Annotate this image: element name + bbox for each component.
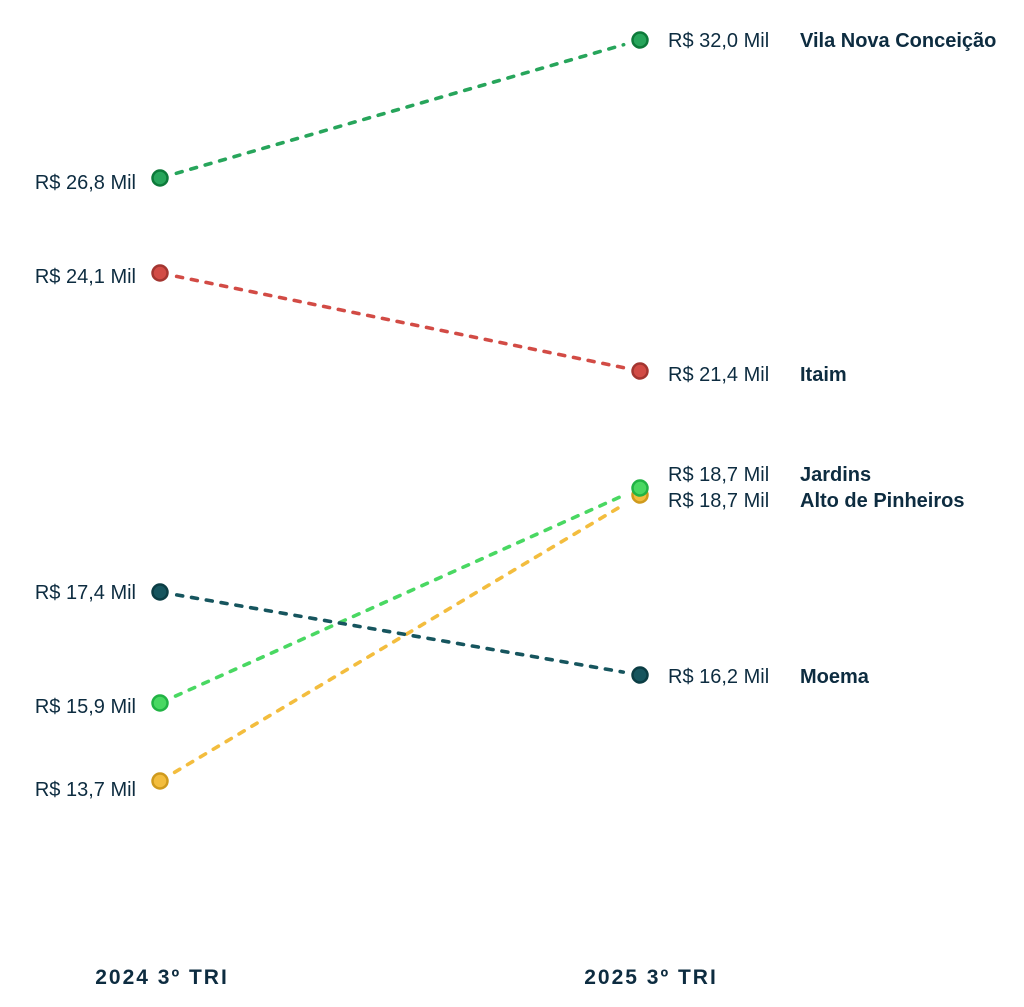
end-dot-jardins [631,479,649,497]
series-name-moema: Moema [800,666,870,688]
start-dot-jardins [151,694,169,712]
slope-line-moema [174,593,626,674]
value-label-right-jardins: R$ 18,7 Mil [668,464,769,486]
slope-line-jardins [173,493,627,698]
end-dot-vila-nova-conceicao [631,31,649,49]
value-label-left-alto-de-pinheiros: R$ 13,7 Mil [35,779,136,801]
end-dot-itaim [631,362,649,380]
value-label-right-alto-de-pinheiros: R$ 18,7 Mil [668,490,769,512]
slope-line-alto-de-pinheiros [172,501,628,775]
x-axis-label-period-2024: 2024 3º TRI [95,966,229,989]
start-dot-moema [151,583,169,601]
start-dot-itaim [151,264,169,282]
slope-line-itaim [174,274,626,370]
value-label-left-jardins: R$ 15,9 Mil [35,696,136,718]
x-axis-label-period-2025: 2025 3º TRI [584,966,718,989]
series-name-itaim: Itaim [800,364,847,386]
series-name-alto-de-pinheiros: Alto de Pinheiros [800,490,964,512]
value-label-left-vila-nova-conceicao: R$ 26,8 Mil [35,172,136,194]
series-name-jardins: Jardins [800,464,871,486]
value-label-right-moema: R$ 16,2 Mil [668,666,769,688]
series-name-vila-nova-conceicao: Vila Nova Conceição [800,30,996,52]
value-label-left-itaim: R$ 24,1 Mil [35,266,136,288]
end-dot-moema [631,666,649,684]
start-dot-vila-nova-conceicao [151,169,169,187]
value-label-left-moema: R$ 17,4 Mil [35,582,136,604]
slope-line-vila-nova-conceicao [174,42,626,176]
value-label-right-vila-nova-conceicao: R$ 32,0 Mil [668,30,769,52]
start-dot-alto-de-pinheiros [151,772,169,790]
value-label-right-itaim: R$ 21,4 Mil [668,364,769,386]
